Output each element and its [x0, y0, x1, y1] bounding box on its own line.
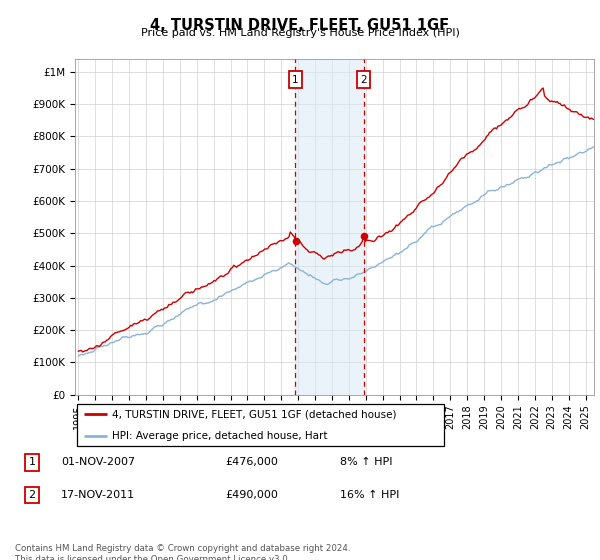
Text: Contains HM Land Registry data © Crown copyright and database right 2024.
This d: Contains HM Land Registry data © Crown c… — [15, 544, 350, 560]
Text: 16% ↑ HPI: 16% ↑ HPI — [340, 490, 400, 500]
Text: 8% ↑ HPI: 8% ↑ HPI — [340, 458, 393, 468]
Bar — [295, 59, 364, 395]
Text: 2: 2 — [361, 75, 367, 85]
Text: 1: 1 — [29, 458, 35, 468]
Text: 4, TURSTIN DRIVE, FLEET, GU51 1GF (detached house): 4, TURSTIN DRIVE, FLEET, GU51 1GF (detac… — [112, 409, 397, 419]
Text: HPI: Average price, detached house, Hart: HPI: Average price, detached house, Hart — [112, 431, 328, 441]
Text: 2: 2 — [29, 490, 36, 500]
Text: £476,000: £476,000 — [225, 458, 278, 468]
Text: 01-NOV-2007: 01-NOV-2007 — [61, 458, 135, 468]
Text: £490,000: £490,000 — [225, 490, 278, 500]
Text: 1: 1 — [292, 75, 299, 85]
Text: Price paid vs. HM Land Registry's House Price Index (HPI): Price paid vs. HM Land Registry's House … — [140, 28, 460, 38]
Text: 17-NOV-2011: 17-NOV-2011 — [61, 490, 135, 500]
Text: 4, TURSTIN DRIVE, FLEET, GU51 1GF: 4, TURSTIN DRIVE, FLEET, GU51 1GF — [151, 18, 449, 33]
FancyBboxPatch shape — [77, 404, 445, 446]
